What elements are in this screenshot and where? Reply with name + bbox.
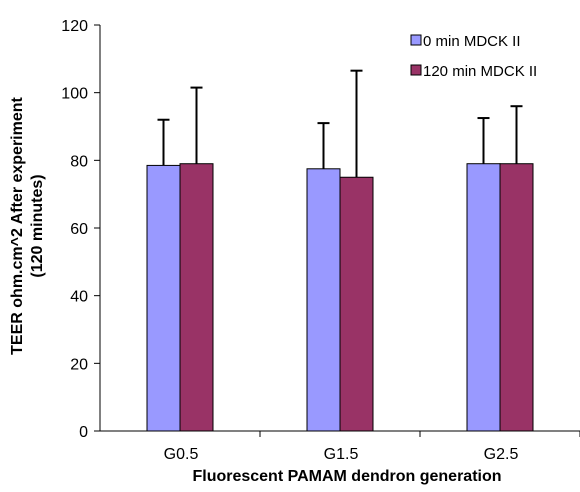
bar [466,163,501,432]
y-tick-label: 80 [70,153,88,170]
x-axis-title: Fluorescent PAMAM dendron generation [192,468,501,485]
bar [179,163,214,432]
bar [146,164,181,432]
legend: 0 min MDCK II 120 min MDCK II [410,33,537,80]
legend-swatch-1 [410,64,422,76]
y-tick-label: 0 [79,424,88,441]
legend-label-0: 0 min MDCK II [423,33,521,50]
y-tick-label: 20 [70,356,88,373]
bar [306,168,341,432]
x-tick-label: G1.5 [324,446,359,463]
y-axis-title-line-1: TEER ohm.cm^2 After experiment [9,96,26,354]
y-tick-label: 60 [70,221,88,238]
legend-label-1: 120 min MDCK II [423,63,537,80]
legend-swatch-0 [410,34,422,46]
x-axis: G0.5 G1.5 G2.5 [100,430,580,463]
error-bars [157,69,523,178]
y-tick-label: 120 [61,18,88,35]
bars [146,163,534,432]
y-axis: 0 20 40 60 80 100 120 [61,18,101,441]
y-tick-label: 100 [61,86,88,103]
x-tick-label: G0.5 [164,446,199,463]
bar [339,176,374,432]
y-axis-title-line-2: (120 minutes) [29,174,46,277]
bar [499,163,534,432]
y-tick-label: 40 [70,289,88,306]
x-tick-label: G2.5 [484,446,519,463]
